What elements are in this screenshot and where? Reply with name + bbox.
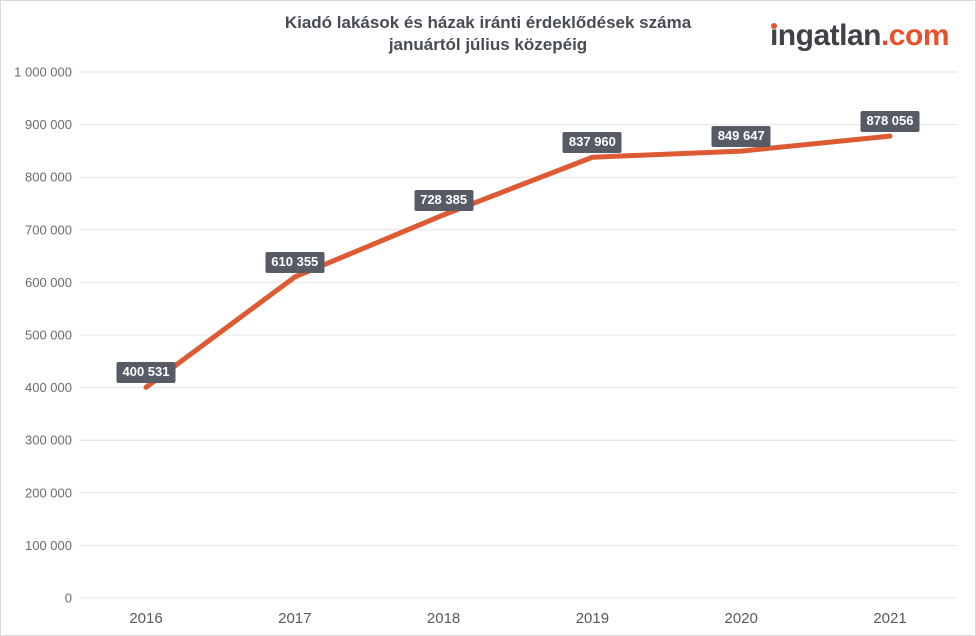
y-tick-label: 700 000 — [25, 222, 72, 237]
x-tick-label: 2018 — [427, 610, 460, 627]
chart-title: Kiadó lakások és házak iránti érdeklődés… — [1, 12, 975, 56]
x-tick-label: 2020 — [725, 610, 758, 627]
y-tick-label: 0 — [65, 591, 72, 606]
logo-tld-text: .com — [880, 19, 950, 52]
logo-i-dot-icon — [770, 23, 777, 29]
y-tick-label: 900 000 — [25, 117, 72, 132]
x-tick-label: 2016 — [129, 610, 162, 627]
x-tick-label: 2021 — [873, 610, 906, 627]
y-tick-label: 500 000 — [25, 328, 72, 343]
y-tick-label: 1 000 000 — [14, 65, 72, 80]
x-tick-label: 2019 — [576, 610, 609, 627]
y-tick-label: 100 000 — [25, 538, 72, 553]
logo-i-stem: ı — [769, 19, 778, 52]
y-tick-label: 400 000 — [25, 380, 72, 395]
ingatlan-logo: ı ngatlan.com — [770, 19, 950, 52]
y-tick-label: 600 000 — [25, 275, 72, 290]
series-line — [143, 133, 893, 390]
y-tick-label: 300 000 — [25, 433, 72, 448]
chart-title-line2: januártól július közepéig — [388, 35, 588, 54]
x-tick-label: 2017 — [278, 610, 311, 627]
logo-brand-text: ı ngatlan — [770, 19, 882, 52]
logo-i-letter: ı — [770, 21, 778, 51]
y-tick-label: 200 000 — [25, 485, 72, 500]
y-tick-label: 800 000 — [25, 170, 72, 185]
logo-rest-text: ngatlan — [777, 19, 882, 52]
chart-title-line1: Kiadó lakások és házak iránti érdeklődés… — [284, 13, 692, 32]
